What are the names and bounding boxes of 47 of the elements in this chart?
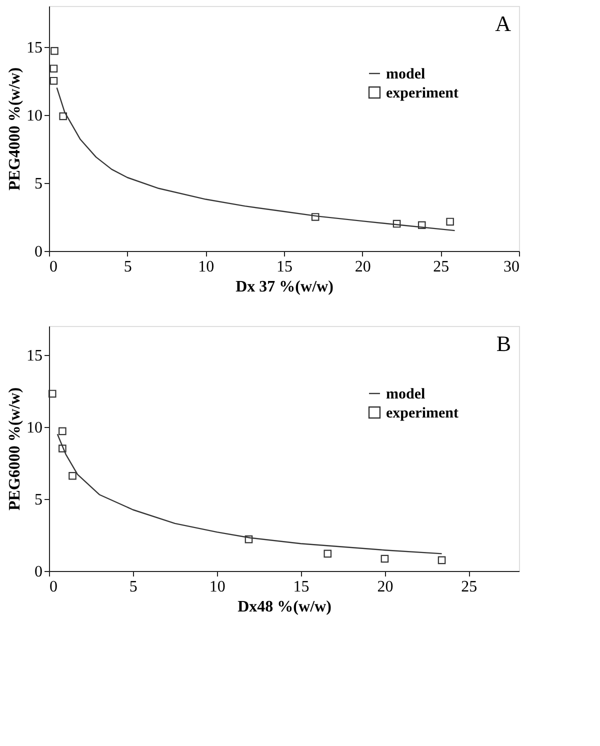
- point: [392, 220, 401, 228]
- point: [380, 554, 389, 563]
- y-tick-label: 15: [26, 347, 42, 364]
- y-tick-label: 10: [26, 107, 42, 124]
- y-tick-label: 10: [26, 419, 42, 436]
- legend-label: model: [386, 66, 426, 82]
- x-tick-label: 20: [377, 578, 394, 596]
- x-tick-label: 0: [50, 258, 58, 276]
- point: [324, 550, 332, 558]
- point: [59, 112, 68, 120]
- legend-label: experiment: [386, 86, 458, 102]
- legend-label: model: [386, 386, 426, 402]
- legend-label: experiment: [386, 406, 458, 422]
- point: [50, 76, 58, 85]
- annotation: A: [495, 11, 512, 36]
- x-tick-label: 5: [129, 578, 138, 596]
- y-tick-label: 5: [34, 175, 42, 192]
- x-tick-label: 0: [50, 578, 58, 596]
- annotation: B: [496, 331, 511, 356]
- point: [418, 221, 426, 230]
- point: [58, 427, 66, 436]
- x-axis-title: Dx48 %(w/w): [238, 598, 332, 616]
- x-tick-label: 10: [209, 578, 226, 596]
- x-tick-label: 10: [198, 258, 214, 276]
- point: [68, 472, 76, 480]
- x-tick-label: 25: [433, 258, 450, 276]
- point: [58, 444, 66, 452]
- point: [50, 47, 58, 55]
- y-axis-title: PEG4000 %(w/w): [6, 67, 24, 191]
- x-tick-label: 15: [276, 258, 292, 276]
- y-tick-label: 0: [34, 564, 42, 580]
- x-tick-label: 20: [354, 258, 371, 276]
- y-tick-label: 5: [34, 491, 42, 508]
- y-tick-label: 0: [34, 244, 42, 260]
- x-tick-label: 5: [124, 258, 132, 276]
- point: [446, 218, 454, 226]
- y-axis-title: PEG6000 %(w/w): [6, 387, 24, 511]
- x-tick-label: 25: [461, 578, 478, 596]
- point: [438, 556, 446, 564]
- x-axis-title: Dx 37 %(w/w): [236, 278, 334, 296]
- x-tick-label: 15: [293, 578, 310, 596]
- x-tick-label: 30: [504, 258, 520, 276]
- point: [50, 64, 58, 73]
- point: [48, 390, 56, 398]
- point: [244, 535, 253, 544]
- y-tick-label: 15: [26, 39, 42, 56]
- point: [311, 213, 320, 221]
